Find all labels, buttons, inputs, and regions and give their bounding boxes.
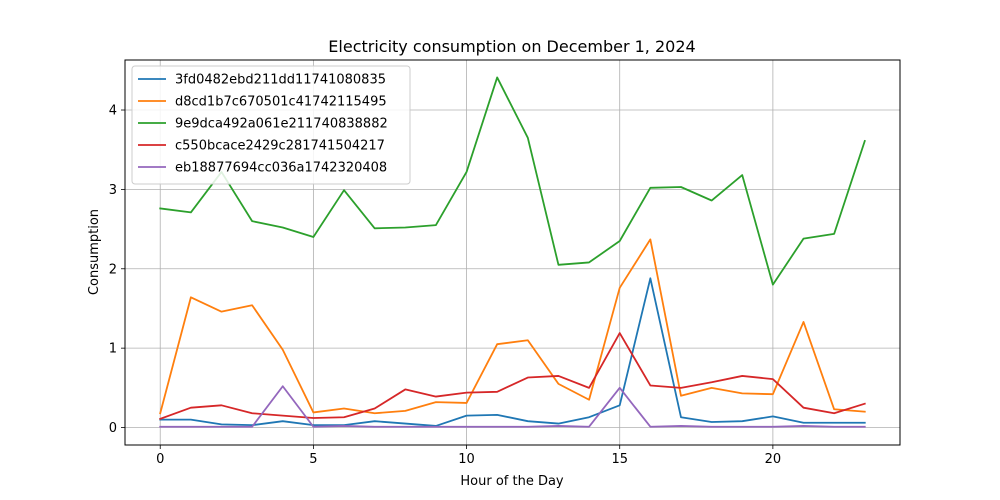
chart-title: Electricity consumption on December 1, 2…: [328, 37, 695, 56]
y-axis-label: Consumption: [87, 209, 102, 295]
series-line-4: [159, 332, 866, 420]
x-tick-label: 20: [765, 452, 782, 467]
series-line-5: [159, 385, 866, 428]
legend-box: [131, 65, 411, 185]
y-tick-label: 2: [109, 262, 117, 277]
legend-entry: d8cd1b7c670501c41742115495: [175, 95, 387, 110]
y-tick-label: 1: [109, 342, 117, 357]
legend: 3fd0482ebd211dd11741080835 d8cd1b7c670501…: [131, 65, 411, 185]
legend-entry: 9e9dca492a061e211740838882: [175, 117, 388, 132]
x-tick-label: 10: [458, 452, 475, 467]
axis-ticks: 0 5 10 15 20 0 1 2 3 4: [109, 104, 781, 467]
plot-frame: [124, 59, 901, 446]
y-tick-label: 4: [109, 104, 117, 119]
y-tick-label: 3: [109, 183, 117, 198]
x-tick-label: 0: [156, 452, 164, 467]
legend-entry: 3fd0482ebd211dd11741080835: [175, 73, 386, 88]
legend-entry: c550bcace2429c281741504217: [175, 139, 385, 154]
series-line-3: [159, 76, 866, 286]
y-tick-label: 0: [109, 421, 117, 436]
legend-entry: eb18877694cc036a1742320408: [175, 161, 387, 176]
x-tick-label: 5: [309, 452, 317, 467]
series-line-1: [159, 277, 866, 427]
series-lines: [159, 76, 866, 428]
series-line-2: [159, 238, 866, 415]
x-axis-label: Hour of the Day: [460, 474, 564, 489]
x-tick-label: 15: [611, 452, 628, 467]
